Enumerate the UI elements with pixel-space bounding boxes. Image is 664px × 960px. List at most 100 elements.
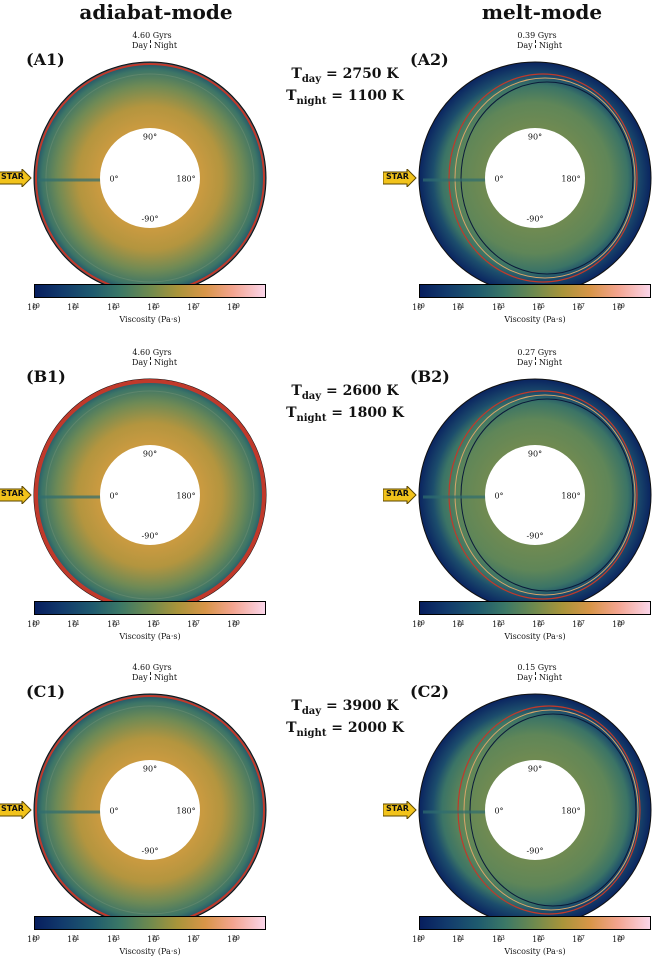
melt-mantle-plot	[418, 61, 652, 290]
colorbar-tick-label: 10 19	[27, 935, 40, 946]
temperature-conditions: Tday = 2750 K Tnight = 1100 K	[270, 66, 420, 110]
star-marker: STAR	[383, 169, 417, 187]
colorbar-ticks: 10 19 10 21 10 23 10 25 10 27 10 29	[27, 616, 266, 631]
tick-exponent: 29	[617, 303, 625, 310]
star-marker: STAR	[383, 801, 417, 819]
tick-base: 10	[187, 620, 198, 629]
tick-exponent: 25	[537, 303, 545, 310]
tick-base: 10	[572, 620, 583, 629]
tick-base: 10	[412, 935, 423, 944]
subscript: day	[301, 705, 322, 717]
tick-exponent: 29	[232, 303, 240, 310]
colorbar-tick-label: 10 19	[412, 303, 425, 314]
melt-mantle-plot	[418, 378, 652, 607]
night-label: Night	[539, 673, 563, 682]
melt-boundary-rim	[34, 379, 266, 607]
star-marker: STAR	[0, 801, 32, 819]
viscosity-colorbar	[419, 916, 651, 930]
value: = 3900 K	[321, 698, 399, 714]
angle-label-right: 180°	[176, 491, 196, 501]
colorbar-label: Viscosity (Pa·s)	[119, 315, 181, 324]
adiabat-mantle-plot	[33, 61, 267, 290]
colorbar-tick-label: 10 25	[147, 303, 160, 314]
tick-base: 10	[412, 620, 423, 629]
tick-exponent: 25	[537, 935, 545, 942]
panel-label: (B2)	[410, 367, 450, 386]
tick-exponent: 19	[417, 935, 425, 942]
angle-label-left: 0°	[494, 806, 504, 816]
inner-contour	[45, 73, 255, 283]
colorbar-label: Viscosity (Pa·s)	[119, 632, 181, 641]
tick-exponent: 23	[112, 620, 120, 627]
angle-label-right: 180°	[176, 174, 196, 184]
colorbar-tick-label: 10 21	[67, 935, 80, 946]
colorbar-tick-label: 10 21	[67, 303, 80, 314]
arrow-icon	[0, 801, 32, 819]
angle-label-left: 0°	[494, 174, 504, 184]
colorbar-tick-label: 10 27	[572, 303, 585, 314]
colorbar-ticks: 10 19 10 21 10 23 10 25 10 27 10 29	[412, 931, 651, 944]
subscript: night	[296, 95, 327, 107]
arrow-icon	[383, 486, 417, 504]
column-title-adiabat: adiabat-mode	[79, 0, 233, 24]
tick-base: 10	[227, 303, 238, 312]
symbol: T	[291, 66, 302, 82]
subscript: day	[301, 73, 322, 85]
column-title-melt: melt-mode	[481, 0, 603, 24]
angle-label-top: 90°	[142, 449, 158, 459]
elapsed-time: 4.60 Gyrs	[132, 663, 172, 672]
core	[485, 128, 585, 228]
tick-base: 10	[227, 620, 238, 629]
tick-base: 10	[572, 935, 583, 944]
viscosity-colorbar	[34, 284, 266, 298]
colorbar-tick-label: 10 25	[147, 935, 160, 946]
colorbar-tick-label: 10 21	[452, 620, 465, 631]
tick-base: 10	[147, 620, 158, 629]
angle-label-left: 0°	[109, 491, 119, 501]
night-temperature: Tnight = 1800 K	[270, 405, 420, 427]
colorbar-tick-label: 10 23	[107, 620, 120, 631]
value: = 2750 K	[321, 66, 399, 82]
elapsed-time: 4.60 Gyrs	[132, 31, 172, 40]
tick-base: 10	[572, 303, 583, 312]
tick-exponent: 27	[577, 620, 585, 627]
day-temperature: Tday = 3900 K	[270, 698, 420, 720]
tick-base: 10	[532, 303, 543, 312]
angle-label-left: 0°	[109, 806, 119, 816]
tick-exponent: 27	[192, 935, 200, 942]
angle-label-top: 90°	[527, 764, 543, 774]
angle-label-top: 90°	[142, 764, 158, 774]
tick-base: 10	[27, 935, 38, 944]
day-night-divider	[150, 672, 151, 680]
colorbar-ticks: 10 19 10 21 10 23 10 25 10 27 10 29	[27, 299, 266, 314]
colorbar-label: Viscosity (Pa·s)	[504, 315, 566, 324]
panel-label: (A1)	[26, 50, 65, 69]
liquidus-contour	[460, 398, 634, 592]
colorbar-tick-label: 10 25	[147, 620, 160, 631]
arrow-icon	[0, 169, 32, 187]
tick-exponent: 25	[152, 620, 160, 627]
tick-base: 10	[452, 620, 463, 629]
tick-exponent: 23	[497, 303, 505, 310]
solidus-contour	[454, 77, 636, 279]
tick-base: 10	[107, 303, 118, 312]
adiabat-mantle-plot	[33, 378, 267, 607]
tick-base: 10	[612, 620, 623, 629]
angle-label-bottom: -90°	[526, 846, 544, 856]
solidus-contour	[454, 394, 636, 596]
arrow-icon	[383, 169, 417, 187]
subscript: day	[301, 390, 322, 402]
tick-exponent: 27	[577, 303, 585, 310]
melt-mantle-plot	[418, 693, 652, 922]
colorbar-ticks: 10 19 10 21 10 23 10 25 10 27 10 29	[27, 931, 266, 946]
colorbar-tick-label: 10 23	[107, 935, 120, 946]
liquidus-contour	[469, 713, 637, 907]
temperature-conditions: Tday = 3900 K Tnight = 2000 K	[270, 698, 420, 742]
tick-exponent: 23	[112, 935, 120, 942]
tick-exponent: 23	[112, 303, 120, 310]
melt-boundary-rim	[35, 695, 265, 922]
tick-exponent: 21	[72, 303, 80, 310]
tick-exponent: 29	[232, 935, 240, 942]
tick-base: 10	[532, 935, 543, 944]
colorbar-tick-label: 10 25	[532, 620, 545, 631]
